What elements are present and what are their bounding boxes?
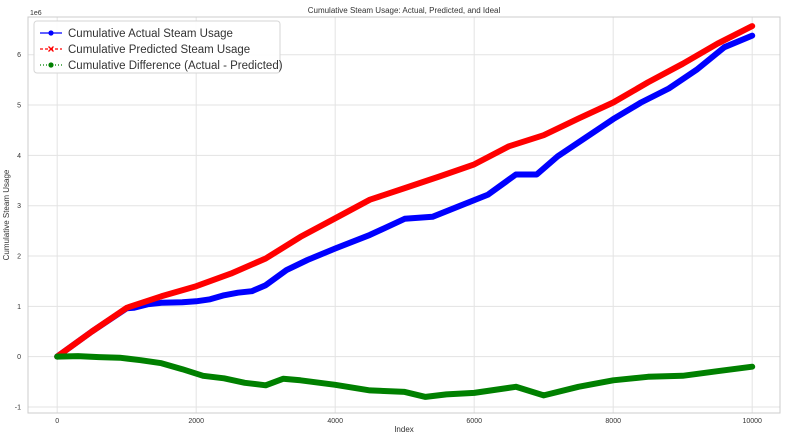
- series-lines: [54, 23, 756, 400]
- y-offset-label: 1e6: [30, 10, 42, 17]
- y-tick-label: 6: [17, 52, 21, 59]
- legend-label: Cumulative Actual Steam Usage: [68, 28, 233, 40]
- y-tick-label: 2: [17, 254, 21, 261]
- axis-ticks: 0 2000 4000 6000 8000 10000 -1 0 1 2 3 4 5 6: [15, 52, 762, 425]
- plot-area-frame: [27, 16, 781, 414]
- legend-label: Cumulative Predicted Steam Usage: [68, 44, 250, 56]
- series-line-cumulative-actual-steam-usage: [54, 32, 756, 360]
- legend-entry: Cumulative Difference (Actual - Predicte…: [40, 60, 283, 72]
- x-tick-label: 2000: [188, 418, 204, 425]
- y-tick-label: -1: [15, 404, 21, 411]
- x-tick-label: 6000: [466, 418, 482, 425]
- y-tick-label: 4: [17, 153, 21, 160]
- legend-entry: Cumulative Predicted Steam Usage: [40, 44, 250, 56]
- legend-box: [33, 20, 281, 74]
- legend: Cumulative Actual Steam Usage Cumulative …: [33, 20, 283, 74]
- y-tick-label: 5: [17, 103, 21, 110]
- legend-label: Cumulative Difference (Actual - Predicte…: [68, 60, 283, 72]
- y-axis-label: Cumulative Steam Usage: [2, 169, 11, 260]
- legend-marker-x: [48, 46, 54, 52]
- y-tick-label: 1: [17, 304, 21, 311]
- x-tick-label: 8000: [605, 418, 621, 425]
- legend-marker-circle: [48, 62, 54, 68]
- x-tick-label: 0: [55, 418, 59, 425]
- series-line-cumulative-predicted-steam-usage: [54, 23, 756, 360]
- legend-entry: Cumulative Actual Steam Usage: [40, 28, 233, 40]
- x-tick-label: 10000: [742, 418, 762, 425]
- y-tick-label: 0: [17, 354, 21, 361]
- x-axis-label: Index: [394, 425, 414, 433]
- chart-title: Cumulative Steam Usage: Actual, Predicte…: [308, 6, 501, 15]
- series-line-cumulative-difference-actual-predicted: [54, 353, 756, 400]
- y-tick-label: 3: [17, 203, 21, 210]
- x-tick-label: 4000: [327, 418, 343, 425]
- legend-marker-circle: [48, 30, 54, 36]
